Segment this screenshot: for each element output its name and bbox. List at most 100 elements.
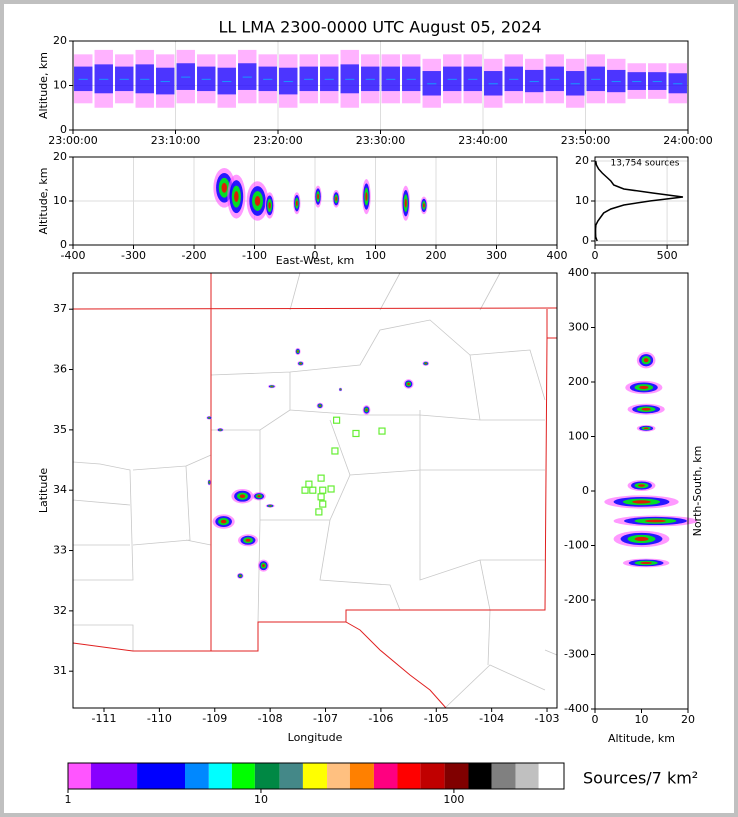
y-tick-label: 0 — [60, 238, 67, 251]
x-tick-label: 100 — [443, 793, 464, 806]
source-cell-core — [262, 564, 265, 568]
y-axis-label: Altitude, km — [37, 52, 50, 119]
source-cell-core — [319, 404, 321, 407]
station — [315, 508, 323, 516]
source-column-center — [652, 81, 662, 83]
x-tick-label: -109 — [202, 712, 227, 725]
station — [305, 480, 313, 488]
station — [317, 493, 325, 501]
source-column-center — [591, 78, 601, 80]
x-tick-label: -300 — [121, 249, 146, 262]
x-tick-label: 1 — [65, 793, 72, 806]
source-column-center — [632, 81, 642, 83]
source-cell-core — [234, 191, 239, 203]
colorbar-segment — [538, 763, 564, 789]
source-column-center — [550, 78, 560, 80]
colorbar-segment — [444, 763, 469, 789]
y-tick-label: 0 — [582, 234, 589, 247]
station — [319, 500, 327, 508]
colorbar-segment — [231, 763, 255, 789]
y-tick-label: 36 — [53, 363, 67, 376]
source-column-center — [181, 76, 191, 78]
source-cell-core — [208, 417, 210, 419]
source-cell-core — [239, 494, 246, 499]
source-cell-core — [422, 203, 425, 208]
source-cell-core — [365, 408, 368, 412]
colorbar-segment — [68, 763, 92, 789]
x-tick-label: -200 — [182, 249, 207, 262]
y-tick-label: -200 — [564, 593, 589, 606]
source-cell-core — [407, 382, 410, 386]
source-cell-core — [340, 388, 341, 390]
source-cell-core — [317, 193, 319, 200]
colorbar-segment — [327, 763, 350, 789]
source-column-core — [422, 71, 441, 96]
station — [378, 427, 386, 435]
y-tick-label: 400 — [568, 266, 589, 279]
source-cell-core — [245, 538, 251, 542]
source-column-center — [242, 76, 252, 78]
source-column-center — [119, 78, 129, 80]
colorbar-segment — [185, 763, 209, 789]
colorbar-segment — [515, 763, 539, 789]
source-cell-core — [643, 427, 649, 430]
annotation: 13,754 sources — [611, 159, 680, 169]
colorbar-segment — [302, 763, 328, 789]
source-column-center — [345, 78, 355, 80]
x-tick-label: 10 — [635, 713, 649, 726]
source-cell-core — [208, 481, 210, 484]
source-cell-core — [254, 196, 261, 206]
source-column-center — [99, 78, 109, 80]
x-axis-label: East-West, km — [276, 254, 354, 267]
source-column-center — [365, 78, 375, 80]
axes-frame — [72, 40, 689, 131]
station — [317, 474, 325, 482]
colorbar-segment — [137, 763, 186, 789]
source-column-center — [386, 78, 396, 80]
source-cell-core — [299, 362, 302, 365]
x-tick-label: 200 — [426, 249, 447, 262]
x-tick-label: -111 — [92, 712, 117, 725]
source-cell-core — [221, 182, 227, 193]
colorbar-segment — [208, 763, 232, 789]
source-cell-core — [638, 484, 645, 487]
y-tick-label: -100 — [564, 539, 589, 552]
source-cell-core — [239, 575, 242, 577]
altitude-histogram — [594, 160, 684, 242]
source-cell-core — [644, 519, 666, 523]
x-tick-label: -108 — [258, 712, 283, 725]
x-tick-label: 23:10:00 — [151, 134, 200, 147]
source-column-center — [263, 78, 273, 80]
x-tick-label: 0 — [592, 713, 599, 726]
axes-frame — [72, 156, 558, 246]
colorbar-segment — [491, 763, 516, 789]
station — [331, 447, 339, 455]
colorbar-segment — [349, 763, 374, 789]
y-tick-label: 37 — [53, 302, 67, 315]
x-tick-label: -100 — [242, 249, 267, 262]
y-tick-label: 32 — [53, 604, 67, 617]
source-cell-core — [632, 500, 651, 504]
y-tick-label: 0 — [60, 123, 67, 136]
x-tick-label: -106 — [368, 712, 393, 725]
source-cell-core — [297, 350, 299, 353]
source-cell-core — [639, 385, 649, 390]
source-cell-core — [634, 536, 649, 542]
x-tick-label: 300 — [486, 249, 507, 262]
colorbar-label: Sources/7 km² — [583, 769, 698, 788]
y-tick-label: -400 — [564, 702, 589, 715]
y-axis-label: North-South, km — [691, 446, 704, 537]
x-tick-label: 23:00:00 — [48, 134, 97, 147]
y-tick-label: 10 — [53, 79, 67, 92]
axes-frame — [594, 156, 689, 246]
x-tick-label: -107 — [313, 712, 338, 725]
source-column-center — [529, 81, 539, 83]
map-borders — [72, 272, 558, 709]
y-tick-label: 35 — [53, 423, 67, 436]
y-tick-label: 10 — [575, 194, 589, 207]
source-column-center — [509, 78, 519, 80]
y-axis-label: Altitude, km — [37, 167, 50, 234]
source-cell-core — [269, 505, 272, 507]
y-tick-label: 20 — [53, 34, 67, 47]
